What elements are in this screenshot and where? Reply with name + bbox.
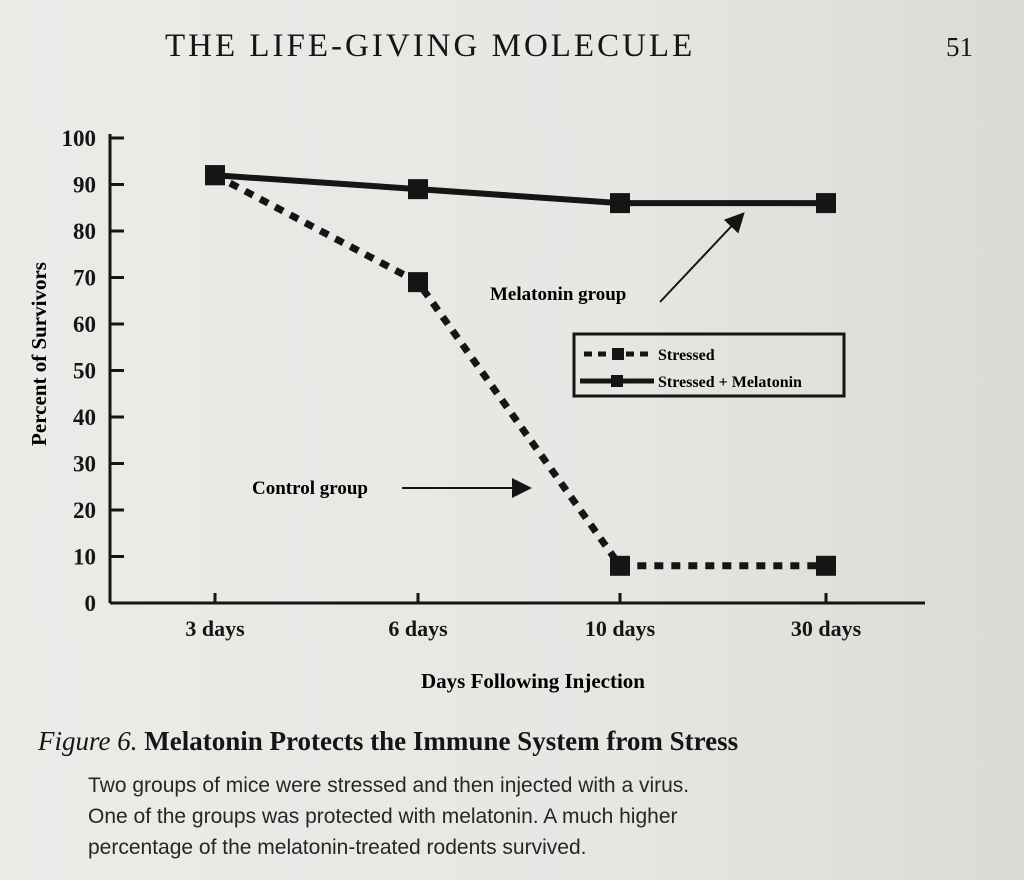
chart-axes: 0 10 20 30 40 50 60 70 80 90 100 3 days 6 days 10 day… (62, 126, 925, 641)
data-point-stressed (610, 555, 630, 576)
caption-line: Two groups of mice were stressed and the… (88, 774, 690, 797)
legend-marker-melatonin (611, 375, 623, 387)
running-head: THE LIFE-GIVING MOLECULE (165, 28, 696, 64)
y-tick-label: 90 (73, 173, 96, 198)
y-tick-label: 30 (73, 452, 96, 477)
figure-title-text: Melatonin Protects the Immune System fro… (144, 726, 739, 756)
chart-series (205, 165, 836, 576)
page-number: 51 (946, 32, 973, 62)
x-tick-label: 3 days (185, 616, 245, 641)
legend-box (572, 332, 846, 398)
y-tick-label: 50 (73, 359, 96, 384)
figure-caption: Two groups of mice were stressed and the… (88, 770, 689, 863)
chart-legend: Stressed Stressed + Melatonin (572, 332, 846, 398)
y-axis-label: Percent of Survivors (27, 262, 51, 446)
y-tick-label: 20 (73, 498, 96, 523)
x-tick-label: 6 days (388, 616, 448, 641)
series-line-melatonin (214, 172, 826, 207)
y-tick-label: 100 (62, 126, 97, 151)
series-line-stressed (213, 172, 826, 570)
annotation-control-group: Control group (252, 478, 368, 499)
figure-title: Figure 6. Melatonin Protects the Immune … (38, 726, 738, 757)
data-point-melatonin (408, 179, 428, 200)
figure-label: Figure 6. (38, 726, 138, 756)
line-chart: 0 10 20 30 40 50 60 70 80 90 100 3 days 6 days 10 day… (27, 126, 925, 693)
data-point-melatonin (205, 165, 225, 186)
legend-marker-stressed (612, 348, 624, 360)
caption-line: percentage of the melatonin-treated rode… (88, 836, 587, 859)
y-tick-label: 80 (73, 219, 96, 244)
y-tick-label: 70 (73, 266, 96, 291)
annotation-melatonin-group: Melatonin group (490, 284, 626, 305)
chart-annotations: Melatonin group Control group (252, 212, 745, 499)
data-point-stressed (408, 272, 428, 293)
data-point-stressed (816, 555, 836, 576)
x-axis-label: Days Following Injection (421, 669, 645, 693)
legend-label-stressed: Stressed (658, 347, 715, 364)
y-tick-label: 0 (85, 591, 97, 616)
y-tick-label: 60 (73, 312, 96, 337)
caption-line: One of the groups was protected with mel… (88, 805, 678, 828)
x-tick-label: 10 days (585, 616, 656, 641)
y-tick-label: 10 (73, 545, 96, 570)
legend-label-melatonin: Stressed + Melatonin (658, 374, 802, 391)
annotation-arrow-melatonin (659, 212, 745, 303)
x-tick-label: 30 days (791, 616, 862, 641)
data-point-melatonin (816, 193, 836, 214)
data-point-melatonin (610, 193, 630, 214)
y-tick-label: 40 (73, 405, 96, 430)
